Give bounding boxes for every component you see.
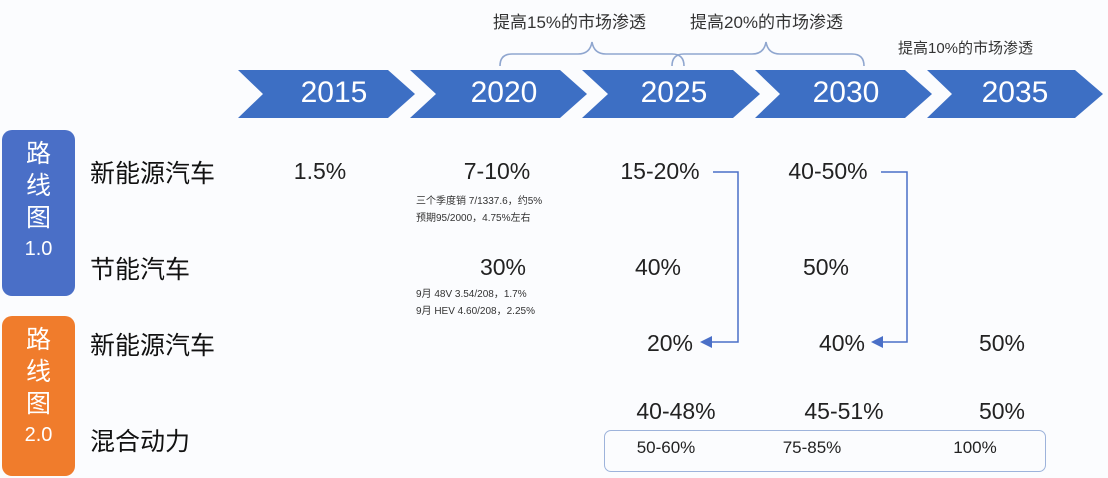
value-eco-2025: 40% xyxy=(634,254,682,280)
badge-char: 路 xyxy=(25,326,51,354)
detail-line: 9月 48V 3.54/208，1.7% xyxy=(416,289,527,300)
year-label: 2035 xyxy=(981,76,1049,109)
annotation-20pct: 提高20%的市场渗透 xyxy=(690,13,844,32)
box-value-2035: 100% xyxy=(953,438,997,457)
annotation-15pct: 提高15%的市场渗透 xyxy=(493,13,647,32)
value-nev2-2025: 20% xyxy=(646,330,694,356)
badge-char: 线 xyxy=(25,358,51,386)
chevron-2030 xyxy=(755,70,932,118)
chevron-2035 xyxy=(927,70,1103,118)
detail-eco: 9月 48V 3.54/208，1.7% 9月 HEV 4.60/208，2.2… xyxy=(416,286,535,320)
row-label-nev-2: 新能源汽车 xyxy=(90,332,216,360)
box-value-2030: 75-85% xyxy=(782,438,842,457)
chevron-2015 xyxy=(238,70,415,118)
value-hybrid-2030: 45-51% xyxy=(804,398,884,424)
year-label: 2025 xyxy=(640,76,708,109)
row-label-hybrid: 混合动力 xyxy=(90,428,191,456)
value-eco-2020: 30% xyxy=(479,254,527,280)
box-value-2025: 50-60% xyxy=(636,438,696,457)
value-eco-2030: 50% xyxy=(802,254,850,280)
value-nev1-2015: 1.5% xyxy=(293,158,347,184)
badge-char: 线 xyxy=(25,172,51,200)
roadmap-2-badge: 路 线 图 2.0 xyxy=(2,316,75,476)
brace-2025-2030 xyxy=(671,41,865,67)
year-label: 2020 xyxy=(470,76,538,109)
badge-version: 2.0 xyxy=(24,424,53,446)
value-nev1-2025: 15-20% xyxy=(620,158,700,184)
row-label-nev-1: 新能源汽车 xyxy=(90,160,216,188)
timeline-arrows xyxy=(238,41,1103,118)
badge-char: 图 xyxy=(25,204,51,232)
detail-line: 预期95/2000，4.75%左右 xyxy=(416,213,531,224)
year-label: 2015 xyxy=(300,76,368,109)
value-nev2-2030: 40% xyxy=(818,330,866,356)
value-hybrid-2035: 50% xyxy=(978,398,1026,424)
annotation-10pct: 提高10%的市场渗透 xyxy=(898,40,1034,57)
value-nev2-2035: 50% xyxy=(978,330,1026,356)
value-nev1-2020: 7-10% xyxy=(463,158,531,184)
roadmap-1-badge: 路 线 图 1.0 xyxy=(2,130,75,296)
hybrid-target-box xyxy=(604,430,1046,472)
badge-version: 1.0 xyxy=(24,238,53,260)
chevron-2020 xyxy=(410,70,587,118)
value-hybrid-2025: 40-48% xyxy=(636,398,716,424)
chevron-2025 xyxy=(582,70,760,118)
badge-char: 图 xyxy=(25,390,51,418)
detail-nev1: 三个季度销 7/1337.6，约5% 预期95/2000，4.75%左右 xyxy=(416,193,542,227)
value-nev1-2030: 40-50% xyxy=(788,158,868,184)
detail-line: 9月 HEV 4.60/208，2.25% xyxy=(416,306,535,317)
brace-2020-2025 xyxy=(499,41,685,67)
detail-line: 三个季度销 7/1337.6，约5% xyxy=(416,196,543,207)
badge-char: 路 xyxy=(25,140,51,168)
year-label: 2030 xyxy=(812,76,880,109)
row-label-energy-saving: 节能汽车 xyxy=(90,256,191,284)
